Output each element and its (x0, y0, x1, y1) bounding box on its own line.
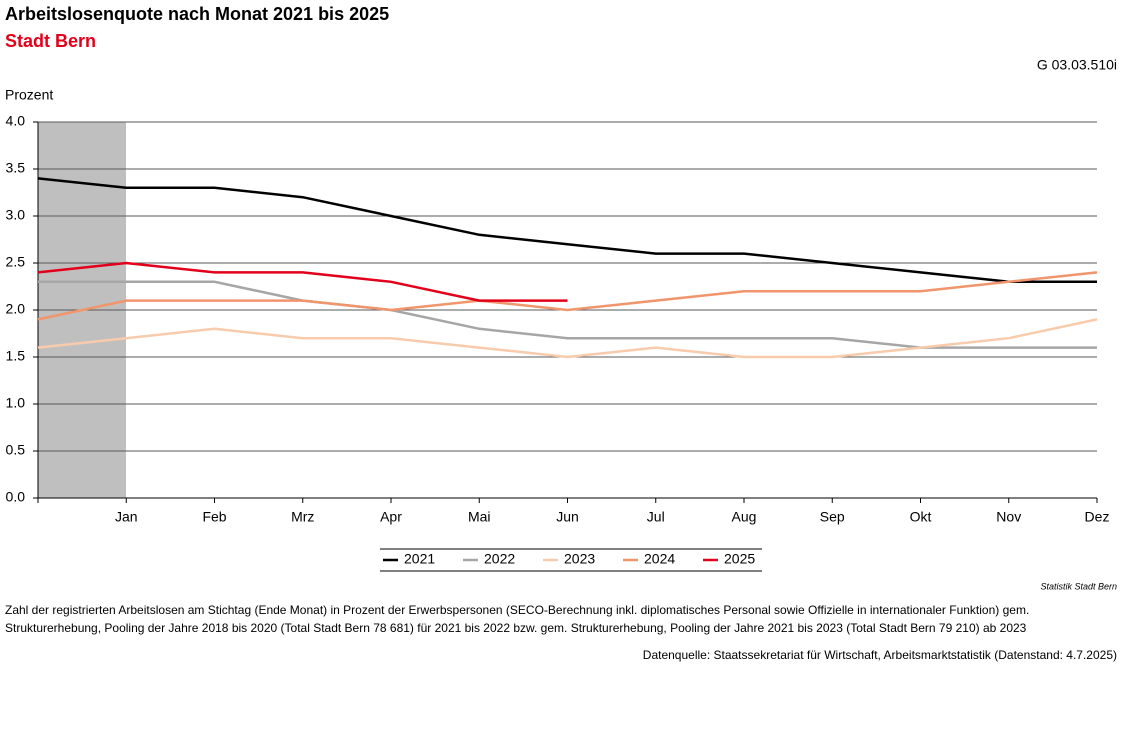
y-tick-label: 1.5 (6, 348, 26, 364)
legend-label: 2023 (564, 551, 595, 567)
y-tick-label: 0.5 (6, 442, 26, 458)
series-line (37, 318, 1098, 359)
y-tick-label: 0.0 (6, 489, 26, 505)
legend-label: 2024 (644, 551, 675, 567)
legend-label: 2022 (484, 551, 515, 567)
source: Datenquelle: Staatssekretariat für Wirts… (643, 648, 1117, 662)
x-tick-label: Aug (732, 509, 757, 525)
x-tick-label: Mrz (291, 509, 314, 525)
y-tick-label: 1.0 (6, 395, 26, 411)
legend-label: 2025 (724, 551, 755, 567)
x-tick-label: Feb (202, 509, 226, 525)
series-line (37, 271, 1098, 321)
y-tick-label: 2.5 (6, 254, 26, 270)
y-tick-label: 3.0 (6, 207, 26, 223)
x-tick-label: Okt (910, 509, 932, 525)
x-tick-label: Jun (556, 509, 579, 525)
y-axis-label: Prozent (5, 87, 53, 103)
credit: Statistik Stadt Bern (1040, 581, 1117, 591)
x-tick-label: Jan (115, 509, 138, 525)
x-tick-label: Apr (380, 509, 402, 525)
series-line (37, 261, 568, 302)
x-tick-label: Sep (820, 509, 845, 525)
note-line: Zahl der registrierten Arbeitslosen am S… (5, 603, 1029, 617)
series-line (38, 280, 1097, 349)
x-tick-label: Jul (647, 509, 665, 525)
chart-subtitle: Stadt Bern (5, 31, 96, 51)
note-line: Strukturerhebung, Pooling der Jahre 2018… (5, 621, 1027, 635)
y-tick-label: 3.5 (6, 160, 26, 176)
series-line (37, 177, 1097, 284)
legend-label: 2021 (404, 551, 435, 567)
x-tick-label: Mai (468, 509, 491, 525)
chart-code: G 03.03.510i (1037, 57, 1117, 73)
chart-title: Arbeitslosenquote nach Monat 2021 bis 20… (5, 4, 389, 24)
x-tick-label: Nov (996, 509, 1021, 525)
y-tick-label: 4.0 (6, 113, 26, 129)
x-tick-label: Dez (1085, 509, 1110, 525)
y-tick-label: 2.0 (6, 301, 26, 317)
